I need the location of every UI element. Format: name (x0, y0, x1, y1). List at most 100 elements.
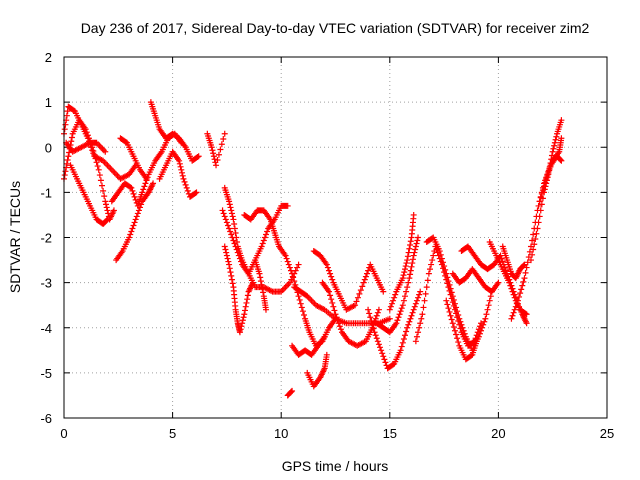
data-point (557, 157, 564, 164)
data-point (400, 336, 407, 343)
data-point (226, 225, 233, 232)
data-point (381, 356, 388, 363)
data-point (231, 240, 238, 247)
data-point (374, 309, 381, 316)
data-point (97, 177, 104, 184)
series-arc28 (443, 297, 480, 363)
data-point (208, 144, 215, 151)
plot-frame (63, 56, 608, 419)
data-point (518, 286, 525, 293)
data-point (405, 279, 412, 286)
data-point (221, 130, 228, 137)
data-point (460, 327, 467, 334)
data-point (442, 266, 449, 273)
data-point (89, 147, 96, 154)
data-point (260, 237, 267, 244)
data-point (455, 311, 462, 318)
data-point (295, 261, 302, 268)
data-point (553, 133, 560, 140)
data-point (473, 338, 480, 345)
data-point (337, 326, 344, 333)
data-point (129, 225, 136, 232)
data-point (379, 350, 386, 357)
data-point (410, 252, 417, 259)
data-point (450, 323, 457, 330)
data-point (371, 329, 378, 336)
series-arc5 (113, 180, 157, 264)
data-point (406, 245, 413, 252)
data-point (455, 339, 462, 346)
data-point (534, 225, 541, 232)
data-point (541, 183, 548, 190)
data-point (335, 320, 342, 327)
data-point (413, 333, 420, 340)
data-point (239, 317, 246, 324)
series-arc30 (449, 266, 502, 295)
data-point (405, 249, 412, 256)
data-point (336, 323, 343, 330)
data-point (459, 324, 466, 331)
data-point (453, 331, 460, 338)
data-point (128, 184, 135, 191)
data-point (62, 121, 69, 128)
data-point (407, 267, 414, 274)
data-point (537, 207, 544, 214)
data-point (527, 243, 534, 250)
data-point (508, 315, 515, 322)
data-point (409, 309, 416, 316)
data-point (418, 315, 425, 322)
data-point (402, 266, 409, 273)
data-point (537, 194, 544, 201)
data-point (150, 180, 157, 187)
data-point (142, 180, 149, 187)
y-tick-label: -4 (40, 321, 52, 336)
data-point (226, 261, 233, 268)
data-point (510, 291, 517, 298)
data-point (446, 281, 453, 288)
data-point (407, 271, 414, 278)
data-point (373, 335, 380, 342)
data-point (523, 320, 530, 327)
data-point (422, 290, 429, 297)
data-point (257, 274, 264, 281)
data-point (443, 270, 450, 277)
data-point (406, 318, 413, 325)
data-point (558, 117, 565, 124)
data-point (451, 327, 458, 334)
data-point (257, 278, 264, 285)
data-point (526, 248, 533, 255)
data-point (99, 182, 106, 189)
data-point (426, 266, 433, 273)
data-point (547, 163, 554, 170)
data-point (453, 304, 460, 311)
data-point (299, 308, 306, 315)
data-point (396, 311, 403, 318)
series-arc3 (67, 162, 111, 227)
data-point (95, 166, 102, 173)
data-point (535, 202, 542, 209)
data-point (64, 108, 71, 115)
data-point (103, 217, 110, 224)
data-point (421, 297, 428, 304)
series-arc23 (365, 288, 424, 372)
data-point (134, 210, 141, 217)
data-point (94, 163, 101, 170)
y-tick-label: -2 (40, 231, 52, 246)
data-point (366, 310, 373, 317)
data-point (84, 135, 91, 142)
data-point (390, 361, 397, 368)
series-arc10 (204, 130, 228, 169)
data-point (372, 332, 379, 339)
data-point (68, 134, 75, 141)
data-point (408, 263, 415, 270)
data-point (195, 153, 202, 160)
data-point (102, 148, 109, 155)
data-point (404, 253, 411, 260)
series-arc35 (536, 135, 565, 205)
data-point (406, 275, 413, 282)
data-point (176, 157, 183, 164)
data-point (129, 187, 136, 194)
data-point (223, 252, 230, 259)
data-point (242, 303, 249, 310)
data-point (260, 289, 267, 296)
